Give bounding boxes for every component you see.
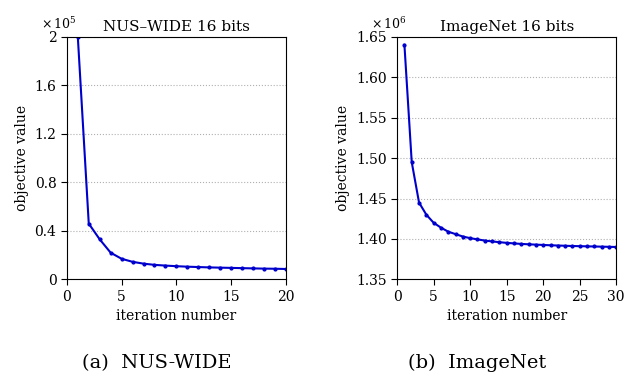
Y-axis label: objective value: objective value bbox=[337, 105, 350, 211]
Title: ImageNet 16 bits: ImageNet 16 bits bbox=[440, 20, 574, 34]
Text: (b)  ImageNet: (b) ImageNet bbox=[408, 354, 546, 373]
Title: NUS–WIDE 16 bits: NUS–WIDE 16 bits bbox=[103, 20, 250, 34]
Text: $\times\,10^6$: $\times\,10^6$ bbox=[371, 16, 406, 32]
Text: (a)  NUS-WIDE: (a) NUS-WIDE bbox=[82, 355, 232, 373]
X-axis label: iteration number: iteration number bbox=[116, 309, 237, 323]
Y-axis label: objective value: objective value bbox=[15, 105, 29, 211]
X-axis label: iteration number: iteration number bbox=[447, 309, 567, 323]
Text: $\times\,10^5$: $\times\,10^5$ bbox=[40, 16, 76, 32]
